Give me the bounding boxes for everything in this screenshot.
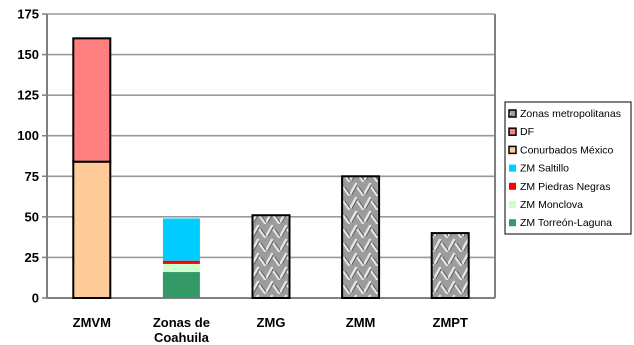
legend-swatch [508,109,517,118]
x-category-label: Coahuila [154,330,210,345]
y-tick-label: 125 [17,88,39,103]
x-category-label: ZMM [346,315,376,330]
legend-swatch [509,164,516,172]
bar-zm-saltillo [162,218,200,261]
y-tick-label: 75 [25,169,39,184]
legend-swatch [509,219,516,227]
bar-zm-monclova [162,263,200,273]
y-tick-label: 175 [17,7,39,22]
legend-swatch [509,201,516,208]
gridlines [47,13,495,259]
y-tick-label: 50 [25,209,39,224]
legend-box [504,101,632,235]
legend-label: ZM Torreón-Laguna [520,217,612,229]
legend-swatch [509,182,516,190]
bars [72,37,470,300]
x-category-label: Zonas de [153,315,210,330]
bar-conurbados-m-xico [72,160,112,299]
bar-zm-torre-n-laguna [162,272,200,298]
legend-label: ZM Piedras Negras [520,181,610,193]
legend-label: Zonas metropolitanas [520,108,621,120]
x-category-label: ZMPT [433,315,468,330]
legend-label: DF [520,126,534,138]
legend-swatch [508,145,517,155]
legend: Zonas metropolitanas DF Conurbados México Z… [504,101,632,235]
bar-df [72,37,112,163]
bar-zonas-metropolitanas [251,214,291,299]
y-tick-label: 0 [32,291,39,306]
bar-zonas-metropolitanas [430,232,470,299]
y-tick-label: 150 [17,47,39,62]
legend-label: ZM Saltillo [520,163,569,175]
legend-swatch [508,127,517,136]
x-category-label: ZMG [257,315,286,330]
y-tick-label: 25 [25,250,39,265]
legend-label: ZM Monclova [520,199,583,211]
y-tick-label: 100 [17,128,39,143]
x-category-label: ZMVM [73,315,111,330]
bar-zm-piedras-negras [162,260,200,264]
legend-label: Conurbados México [520,144,614,156]
bar-zonas-metropolitanas [341,175,381,300]
